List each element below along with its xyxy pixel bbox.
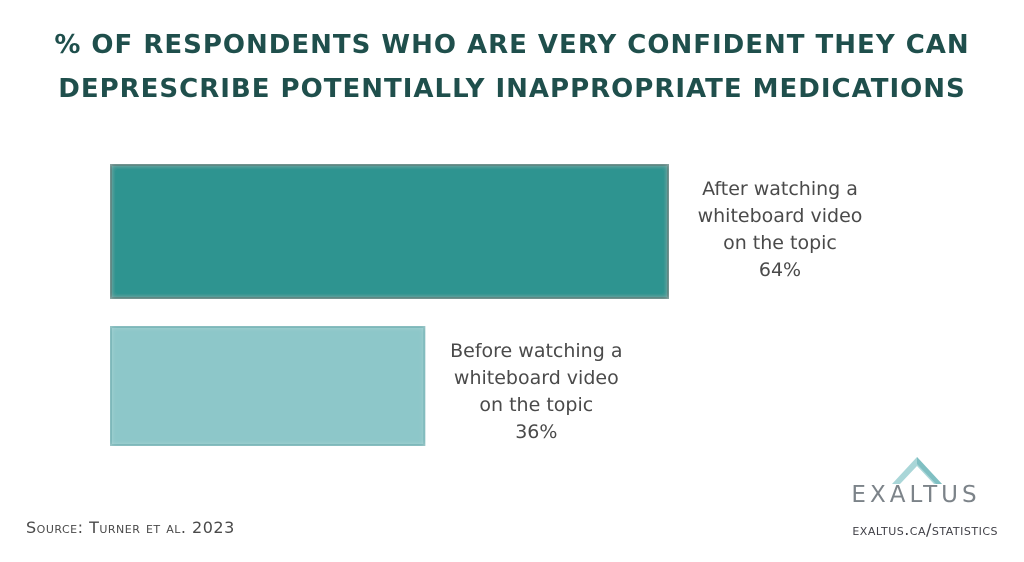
logo-wordmark: EXALTUS [851,482,981,508]
value-label-before: 36% [515,421,557,443]
chart-title-line-1: % OF RESPONDENTS WHO ARE VERY CONFIDENT … [54,30,970,60]
category-label-before-line-3: on the topic [479,394,593,416]
exaltus-logo: EXALTUS [846,454,986,514]
category-label-before-line-1: Before watching a [450,340,622,362]
category-label-after-line-1: After watching a [702,178,858,200]
source-citation: Source: Turner et al. 2023 [26,518,235,537]
category-label-after-line-2: whiteboard video [698,205,863,227]
value-label-after: 64% [759,259,801,281]
bar-before [110,326,426,446]
mountain-icon [892,457,942,484]
bar-after [110,164,669,299]
category-label-before-line-2: whiteboard video [454,367,619,389]
website-link[interactable]: exaltus.ca/statistics [852,520,998,539]
category-label-after-line-3: on the topic [723,232,837,254]
chart-title-line-2: DEPRESCRIBE POTENTIALLY INAPPROPRIATE ME… [58,74,966,104]
